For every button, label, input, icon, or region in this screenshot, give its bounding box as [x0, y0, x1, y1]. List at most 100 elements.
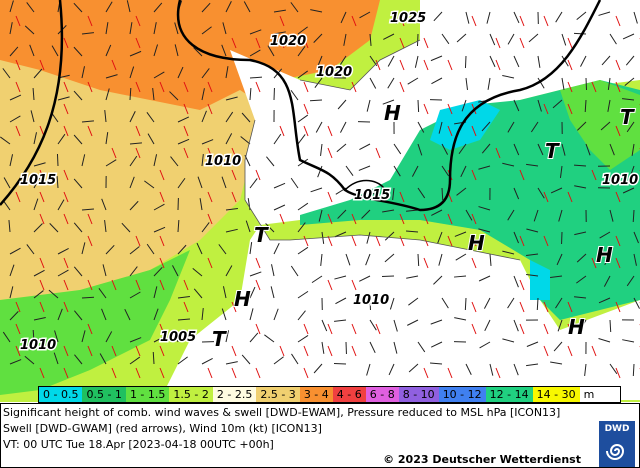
swell-arrow: [63, 103, 69, 115]
wind-barb: [624, 77, 635, 87]
wind-barb: [152, 351, 155, 365]
wind-barb: [105, 132, 109, 145]
swell-arrow: [111, 147, 117, 159]
swell-arrow: [159, 169, 165, 181]
wind-barb: [528, 33, 539, 43]
wind-barb: [153, 203, 165, 211]
wind-barb: [74, 354, 83, 365]
swell-arrow: [279, 345, 285, 357]
wind-barb: [622, 187, 635, 194]
wind-barb: [57, 308, 63, 321]
wind-barbs: [0, 0, 640, 379]
wind-barb: [267, 45, 275, 57]
wind-barb: [361, 209, 371, 219]
wind-barb: [173, 330, 179, 343]
wind-barb: [585, 143, 591, 156]
sea-zone: [300, 80, 640, 320]
wind-barb: [579, 319, 587, 331]
wind-barb: [297, 246, 309, 255]
wind-barb: [604, 253, 611, 266]
wind-barb: [177, 177, 186, 189]
wind-barb: [406, 275, 419, 279]
legend-bin: 10 - 12: [438, 387, 486, 402]
wind-barb: [407, 319, 419, 326]
swell-arrow: [567, 81, 573, 93]
high-pressure-center: H: [234, 287, 251, 311]
wind-barb: [343, 33, 347, 46]
swell-arrow: [39, 169, 45, 181]
wind-barb: [273, 182, 286, 189]
wind-barb: [366, 363, 371, 376]
wind-barb: [321, 341, 325, 354]
swell-arrow: [327, 323, 333, 335]
wind-barb: [129, 155, 138, 167]
wind-barb: [297, 202, 309, 211]
swell-arrow: [135, 345, 141, 357]
legend-bin: 14 - 30: [532, 387, 580, 402]
wind-barb: [249, 332, 259, 343]
wind-barb: [513, 187, 520, 200]
swell-arrow: [87, 125, 93, 137]
wind-barb: [417, 253, 420, 267]
wind-barb: [382, 99, 395, 105]
wind-barb: [314, 77, 323, 88]
wind-barb: [24, 25, 35, 35]
swell-arrow: [495, 59, 501, 71]
swell-arrow: [39, 301, 45, 313]
swell-arrow: [471, 169, 477, 181]
swell-arrow: [447, 367, 453, 379]
wind-barb: [359, 11, 371, 19]
wind-barb: [81, 242, 86, 255]
wind-barb: [177, 138, 190, 145]
wind-barb: [290, 177, 299, 189]
swell-arrow: [615, 15, 621, 27]
copyright: © 2023 Deutscher Wetterdienst: [383, 453, 581, 466]
isobar-label: 1015: [20, 173, 56, 188]
swell-arrow: [615, 367, 621, 379]
wind-barb: [73, 134, 83, 145]
swell-arrow: [135, 367, 141, 379]
wind-barb: [417, 99, 420, 113]
wind-barb: [585, 77, 588, 91]
wind-barb: [249, 178, 258, 189]
wind-barb: [430, 341, 443, 348]
wind-barb: [48, 289, 59, 299]
swell-arrow: [423, 37, 429, 49]
legend-bin: 2 - 2.5: [212, 387, 257, 402]
wind-barb: [465, 363, 472, 375]
wind-barb: [26, 244, 35, 255]
wind-barb: [129, 111, 136, 123]
wind-barb: [576, 253, 587, 263]
wind-barb: [33, 132, 37, 145]
wind-barb: [513, 231, 519, 244]
wind-barb: [153, 71, 165, 79]
wind-barb: [483, 297, 491, 309]
swell-arrow: [87, 279, 93, 291]
wind-barb: [366, 99, 371, 112]
wind-barb: [266, 156, 275, 167]
wind-barb: [104, 110, 107, 123]
wind-barb: [273, 242, 280, 255]
wind-barb: [170, 156, 179, 167]
swell-arrow: [519, 279, 525, 291]
wind-barb: [29, 44, 35, 57]
wind-barb: [622, 339, 635, 343]
wind-barb: [441, 187, 444, 201]
swell-arrow: [111, 345, 117, 357]
wind-barb: [489, 33, 496, 46]
wind-barb: [558, 209, 563, 222]
swell-arrow: [543, 191, 549, 203]
wind-barb: [291, 353, 299, 365]
swell-arrow: [399, 37, 405, 49]
wind-barb: [584, 99, 587, 113]
swell-arrow: [615, 257, 621, 269]
wind-barb: [369, 319, 377, 331]
swell-arrow: [183, 279, 189, 291]
wind-barb: [297, 290, 309, 299]
wind-barb: [369, 33, 372, 46]
swell-arrow: [471, 323, 477, 335]
wind-barb: [33, 198, 39, 211]
wind-barb: [270, 286, 275, 299]
wind-barb: [481, 121, 491, 132]
swell-arrow: [303, 323, 309, 335]
